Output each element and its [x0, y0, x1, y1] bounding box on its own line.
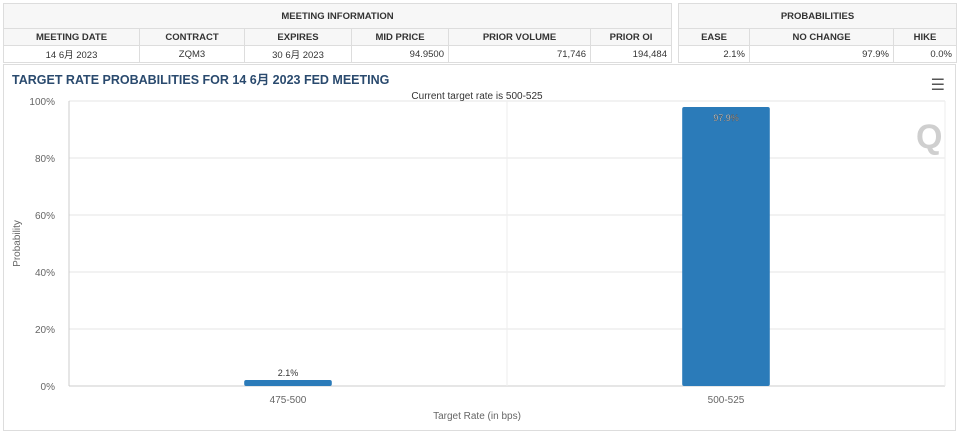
bar-475-500 — [244, 380, 332, 386]
col-meeting-date: MEETING DATE — [3, 28, 140, 46]
hike-value: 0.0% — [893, 45, 957, 63]
ease-value: 2.1% — [678, 45, 750, 63]
x-tick-label: 475-500 — [270, 395, 307, 406]
x-tick-label: 500-525 — [708, 395, 745, 406]
contract: ZQM3 — [139, 45, 245, 63]
prior-oi: 194,484 — [590, 45, 672, 63]
hamburger-icon[interactable]: ☰ — [930, 77, 945, 94]
x-axis-label: Target Rate (in bps) — [433, 411, 521, 422]
expires: 30 6月 2023 — [244, 45, 352, 63]
bar-chart: 0% 20% 40% 60% 80% 100% 2.1% 475-500 97.9% 500-52… — [12, 91, 946, 422]
y-tick-label: 100% — [29, 97, 55, 108]
watermark-logo: Q — [916, 118, 942, 156]
col-mid-price: MID PRICE — [351, 28, 449, 46]
probabilities-table: PROBABILITIES EASE NO CHANGE HIKE 2.1% 9… — [678, 3, 957, 63]
col-prior-volume: PRIOR VOLUME — [448, 28, 591, 46]
chart-panel: TARGET RATE PROBABILITIES FOR 14 6月 2023… — [3, 64, 956, 431]
col-no-change: NO CHANGE — [749, 28, 894, 46]
y-tick-label: 60% — [35, 211, 55, 222]
meeting-date: 14 6月 2023 — [3, 45, 140, 63]
y-tick-label: 20% — [35, 325, 55, 336]
col-hike: HIKE — [893, 28, 957, 46]
meeting-info-header: MEETING INFORMATION — [3, 3, 672, 29]
y-axis-label: Probability — [12, 220, 23, 267]
no-change-value: 97.9% — [749, 45, 894, 63]
col-ease: EASE — [678, 28, 750, 46]
data-label: 2.1% — [278, 368, 299, 378]
prior-volume: 71,746 — [448, 45, 591, 63]
y-tick-label: 80% — [35, 154, 55, 165]
chart-subtitle: Current target rate is 500-525 — [411, 91, 543, 102]
mid-price: 94.9500 — [351, 45, 449, 63]
bar-500-525 — [682, 106, 770, 387]
probabilities-header: PROBABILITIES — [678, 3, 957, 29]
col-prior-oi: PRIOR OI — [590, 28, 672, 46]
meeting-info-table: MEETING INFORMATION MEETING DATE CONTRAC… — [3, 3, 672, 63]
y-tick-label: 40% — [35, 268, 55, 279]
y-tick-label: 0% — [41, 382, 56, 393]
chart-title: TARGET RATE PROBABILITIES FOR 14 6月 2023… — [12, 73, 390, 87]
col-expires: EXPIRES — [244, 28, 352, 46]
data-label: 97.9% — [713, 113, 739, 123]
col-contract: CONTRACT — [139, 28, 245, 46]
